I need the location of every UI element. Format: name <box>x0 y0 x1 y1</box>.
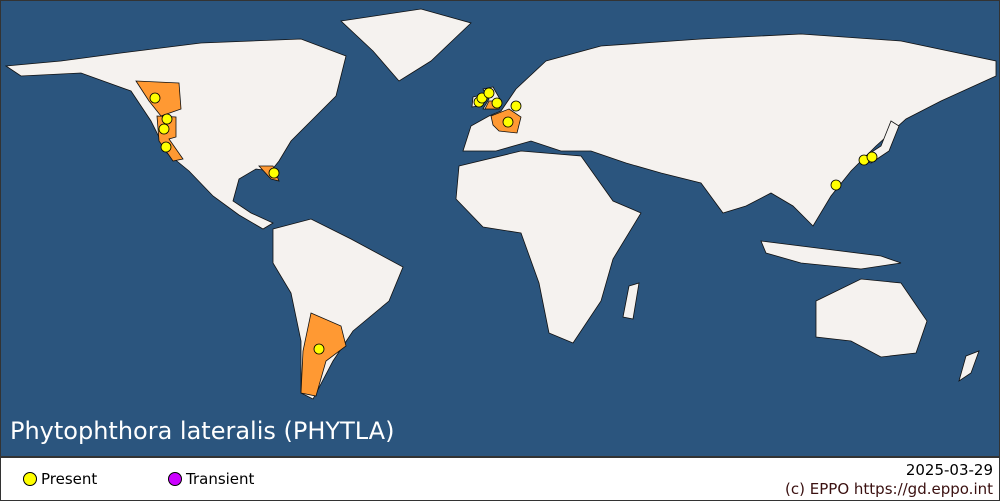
madagascar <box>622 282 640 320</box>
record-marker-england[interactable] <box>491 97 503 109</box>
world-map <box>1 1 999 456</box>
transient-marker-icon <box>168 472 182 486</box>
record-marker-taiwan[interactable] <box>830 179 842 191</box>
map-title: Phytophthora lateralis (PHYTLA) <box>10 417 395 445</box>
record-marker-france[interactable] <box>502 116 514 128</box>
record-marker-british-columbia[interactable] <box>149 92 161 104</box>
record-marker-california[interactable] <box>160 141 172 153</box>
record-points <box>149 87 878 355</box>
indonesia <box>760 240 902 270</box>
legend-label-present: Present <box>41 470 98 488</box>
land-masses <box>4 8 997 400</box>
legend-item-transient: Transient <box>168 470 254 488</box>
record-marker-netherlands[interactable] <box>510 100 522 112</box>
record-marker-japan-shikoku-[interactable] <box>866 151 878 163</box>
record-marker-scotland[interactable] <box>483 87 495 99</box>
greenland <box>340 8 472 82</box>
australia <box>815 278 928 358</box>
record-marker-argentina[interactable] <box>313 343 325 355</box>
copyright-link[interactable]: (c) EPPO https://gd.eppo.int <box>785 480 993 498</box>
africa <box>455 150 642 344</box>
legend-label-transient: Transient <box>186 470 255 488</box>
region-argentina <box>300 312 347 397</box>
present-marker-icon <box>23 472 37 486</box>
japan <box>860 120 900 164</box>
record-marker-oregon[interactable] <box>158 123 170 135</box>
south-america <box>272 218 404 400</box>
record-marker-florida[interactable] <box>268 167 280 179</box>
record-marker-washington[interactable] <box>161 113 173 125</box>
map-date: 2025-03-29 <box>905 461 993 479</box>
new-zealand <box>958 350 980 382</box>
legend-item-present: Present <box>23 470 97 488</box>
legend: Present Transient 2025-03-29 (c) EPPO ht… <box>1 456 999 500</box>
